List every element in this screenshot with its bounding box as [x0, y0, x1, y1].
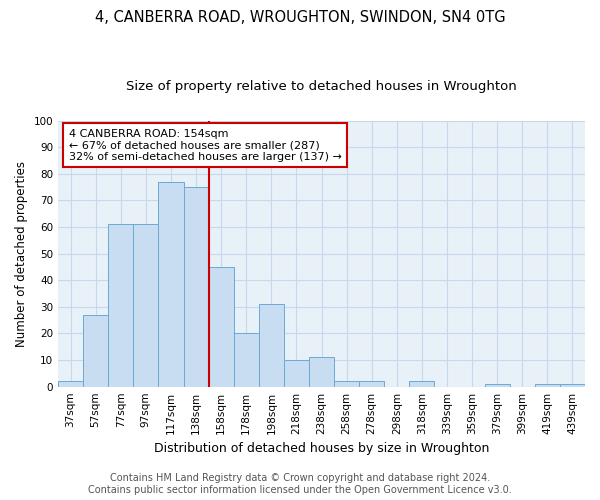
Bar	[209, 267, 233, 386]
Text: 4 CANBERRA ROAD: 154sqm
← 67% of detached houses are smaller (287)
32% of semi-d: 4 CANBERRA ROAD: 154sqm ← 67% of detache…	[68, 128, 341, 162]
Bar	[560, 384, 585, 386]
Bar	[485, 384, 510, 386]
Y-axis label: Number of detached properties: Number of detached properties	[15, 160, 28, 346]
Bar	[108, 224, 133, 386]
Bar	[133, 224, 158, 386]
Title: Size of property relative to detached houses in Wroughton: Size of property relative to detached ho…	[126, 80, 517, 93]
Bar	[158, 182, 184, 386]
Bar	[334, 382, 359, 386]
Bar	[58, 382, 83, 386]
Bar	[83, 315, 108, 386]
Text: Contains HM Land Registry data © Crown copyright and database right 2024.
Contai: Contains HM Land Registry data © Crown c…	[88, 474, 512, 495]
Bar	[359, 382, 384, 386]
Bar	[535, 384, 560, 386]
Bar	[409, 382, 434, 386]
Bar	[184, 187, 209, 386]
Text: 4, CANBERRA ROAD, WROUGHTON, SWINDON, SN4 0TG: 4, CANBERRA ROAD, WROUGHTON, SWINDON, SN…	[95, 10, 505, 25]
Bar	[284, 360, 309, 386]
Bar	[309, 358, 334, 386]
Bar	[233, 334, 259, 386]
Bar	[259, 304, 284, 386]
X-axis label: Distribution of detached houses by size in Wroughton: Distribution of detached houses by size …	[154, 442, 489, 455]
